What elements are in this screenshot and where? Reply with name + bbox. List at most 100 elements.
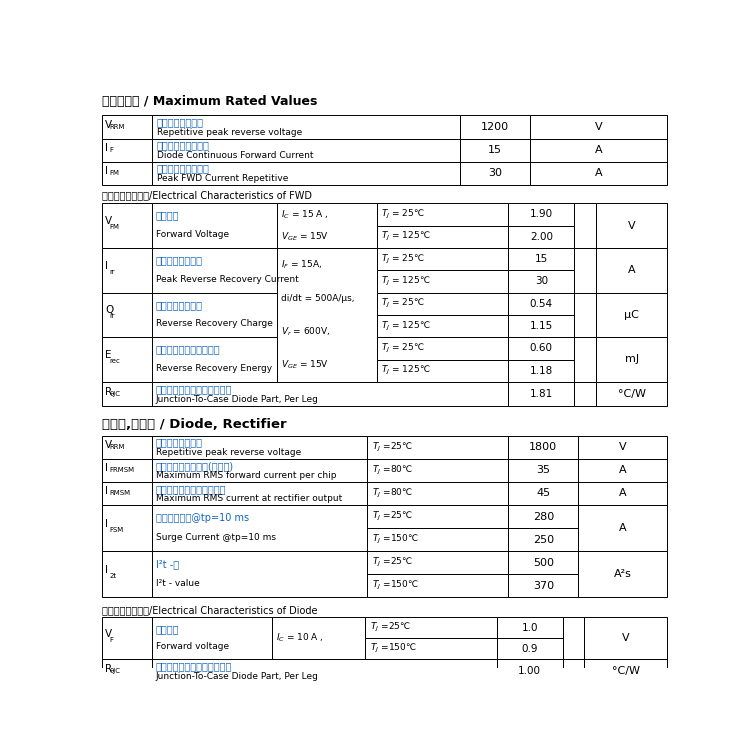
Text: Repetitive peak reverse voltage: Repetitive peak reverse voltage (157, 128, 302, 136)
Bar (101, 551, 152, 598)
Text: 二极管的电气特性/Electrical Characteristics of Diode: 二极管的电气特性/Electrical Characteristics of D… (101, 604, 317, 615)
Text: V: V (622, 633, 629, 644)
Bar (272, 617, 365, 659)
Bar (101, 382, 152, 406)
Text: 1200: 1200 (482, 122, 509, 132)
Bar (376, 315, 508, 338)
Text: $V_r$ = 600V,: $V_r$ = 600V, (281, 326, 331, 338)
Text: V: V (628, 220, 635, 230)
Text: Diode Continuous Forward Current: Diode Continuous Forward Current (157, 151, 313, 160)
Text: R: R (105, 387, 112, 397)
Bar (496, 659, 562, 684)
Text: 35: 35 (536, 466, 550, 476)
Bar (101, 459, 152, 482)
Bar (460, 116, 530, 139)
Text: 1.18: 1.18 (530, 366, 553, 376)
Bar (368, 505, 508, 528)
Bar (152, 551, 368, 598)
Text: $I_F$ = 15A,: $I_F$ = 15A, (281, 258, 322, 271)
Text: 1.90: 1.90 (530, 209, 553, 219)
Text: Maximum RMS forward current per chip: Maximum RMS forward current per chip (156, 471, 336, 480)
Bar (509, 359, 574, 382)
Text: FM: FM (110, 224, 119, 230)
Text: 30: 30 (488, 168, 502, 178)
Bar (530, 139, 668, 161)
Bar (101, 203, 152, 248)
Bar (376, 226, 508, 248)
Text: 0.9: 0.9 (521, 644, 538, 654)
Bar (376, 203, 508, 226)
Bar (578, 459, 668, 482)
Text: FM: FM (110, 170, 119, 176)
Text: A: A (619, 466, 626, 476)
Text: 0.54: 0.54 (530, 298, 553, 309)
Bar (509, 551, 578, 574)
Text: I: I (105, 142, 108, 153)
Text: $T_J$ = 125℃: $T_J$ = 125℃ (381, 320, 430, 332)
Text: 最大额定值 / Maximum Rated Values: 最大额定值 / Maximum Rated Values (101, 95, 316, 108)
Bar (368, 436, 508, 459)
Bar (101, 505, 152, 551)
Text: 桥臂二极管芯片与外壳间热阻: 桥臂二极管芯片与外壳间热阻 (156, 384, 232, 394)
Bar (509, 248, 574, 270)
Text: $I_C$ = 15 A ,: $I_C$ = 15 A , (281, 208, 329, 220)
Bar (509, 436, 578, 459)
Text: A: A (619, 488, 626, 499)
Bar (152, 248, 278, 292)
Text: A²s: A²s (614, 569, 632, 579)
Text: θJC: θJC (110, 668, 120, 674)
Text: μC: μC (624, 310, 639, 320)
Bar (101, 617, 152, 659)
Text: $V_{GE}$ = 15V: $V_{GE}$ = 15V (281, 230, 329, 243)
Text: 1.81: 1.81 (530, 389, 553, 399)
Text: F: F (110, 637, 113, 643)
Text: 0.60: 0.60 (530, 344, 553, 353)
Text: V: V (105, 120, 112, 130)
Text: 1800: 1800 (530, 442, 557, 452)
Text: RRM: RRM (110, 124, 125, 130)
Bar (101, 338, 152, 382)
Text: Reverse Recovery Energy: Reverse Recovery Energy (156, 364, 272, 373)
Text: V: V (105, 629, 112, 639)
Text: $V_{GE}$ = 15V: $V_{GE}$ = 15V (281, 358, 329, 371)
Bar (509, 292, 574, 315)
Bar (509, 315, 574, 338)
Text: I: I (105, 166, 108, 176)
Text: Junction-To-Case Diode Part, Per Leg: Junction-To-Case Diode Part, Per Leg (156, 672, 319, 681)
Text: $T_J$ = 125℃: $T_J$ = 125℃ (381, 230, 430, 243)
Text: Maximum RMS current at rectifier output: Maximum RMS current at rectifier output (156, 494, 342, 503)
Bar (562, 659, 584, 684)
Text: $T_J$ =25℃: $T_J$ =25℃ (372, 441, 413, 454)
Text: $I_C$ = 10 A ,: $I_C$ = 10 A , (276, 632, 324, 644)
Text: Q: Q (105, 305, 114, 315)
Bar (578, 551, 668, 598)
Text: 二极管,整流器 / Diode, Rectifier: 二极管,整流器 / Diode, Rectifier (101, 419, 286, 431)
Text: 1.00: 1.00 (518, 666, 542, 676)
Text: 15: 15 (488, 145, 502, 155)
Bar (376, 292, 508, 315)
Bar (365, 638, 496, 659)
Bar (368, 459, 508, 482)
Text: Forward voltage: Forward voltage (156, 642, 229, 651)
Text: 45: 45 (536, 488, 550, 499)
Bar (152, 139, 460, 161)
Bar (530, 116, 668, 139)
Bar (460, 161, 530, 184)
Text: $T_J$ =80℃: $T_J$ =80℃ (372, 464, 413, 477)
Bar (509, 528, 578, 551)
Text: 500: 500 (532, 558, 554, 568)
Bar (101, 659, 152, 684)
Bar (152, 436, 368, 459)
Bar (574, 292, 596, 338)
Text: $T_J$ =25℃: $T_J$ =25℃ (370, 621, 410, 634)
Bar (368, 551, 508, 574)
Text: mJ: mJ (625, 355, 639, 364)
Text: $T_J$ = 25℃: $T_J$ = 25℃ (381, 342, 425, 355)
Bar (509, 226, 574, 248)
Text: Forward Voltage: Forward Voltage (156, 230, 229, 239)
Text: A: A (628, 266, 635, 275)
Text: 250: 250 (532, 535, 554, 544)
Text: $T_J$ =150℃: $T_J$ =150℃ (370, 642, 416, 656)
Text: θJC: θJC (110, 391, 120, 397)
Text: Peak FWD Current Repetitive: Peak FWD Current Repetitive (157, 174, 288, 183)
